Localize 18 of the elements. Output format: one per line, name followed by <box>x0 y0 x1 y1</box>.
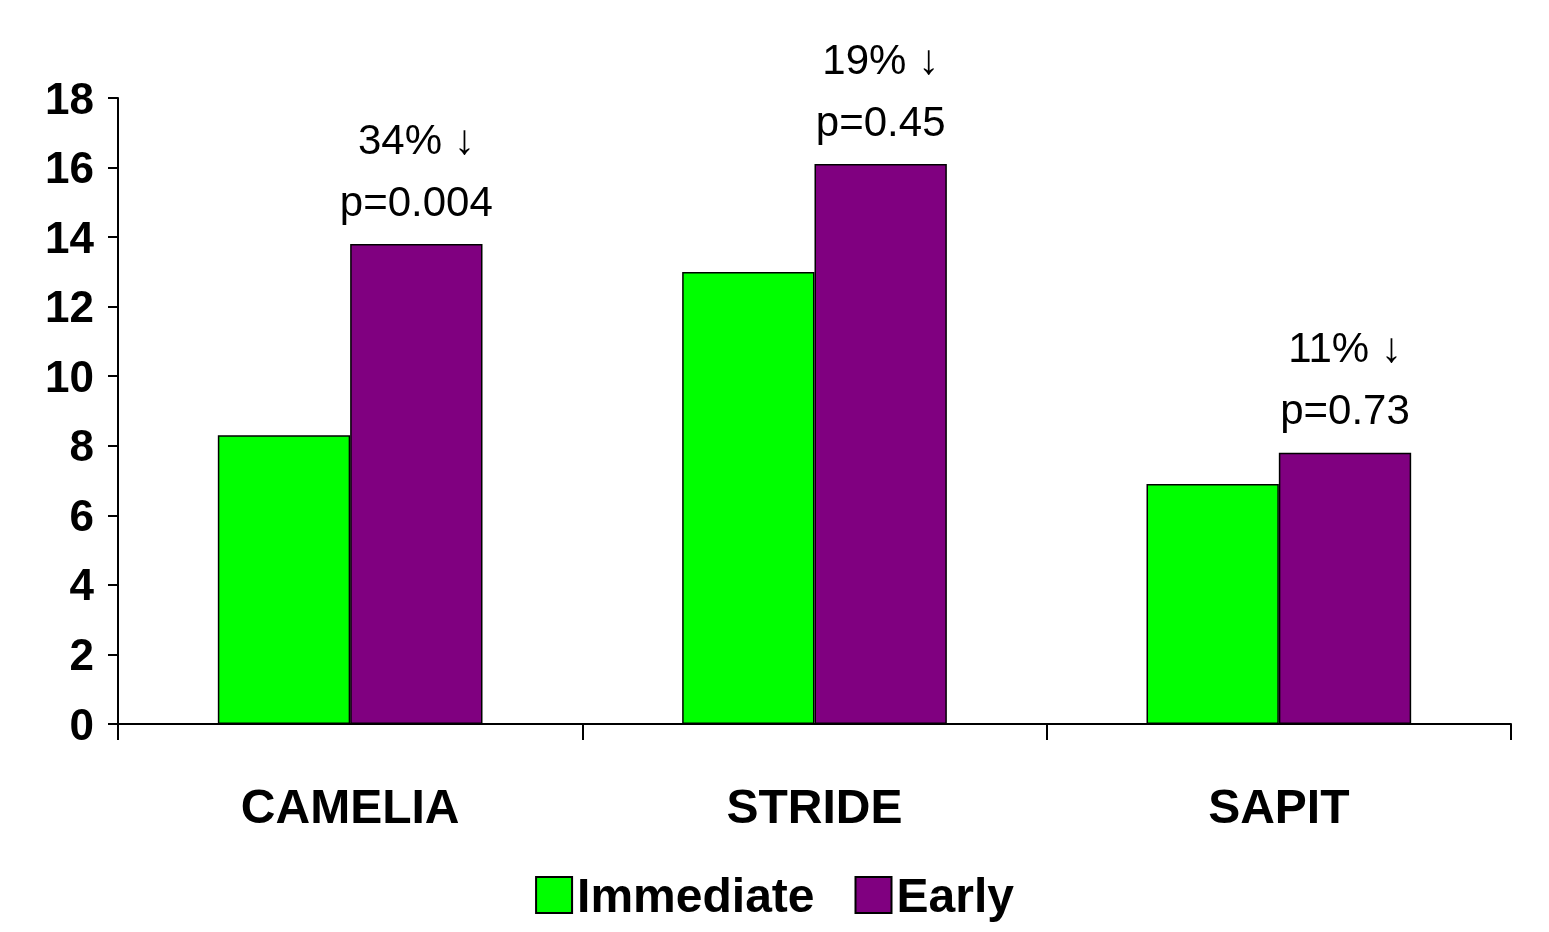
y-tick-label: 8 <box>69 421 94 471</box>
y-tick-label: 18 <box>45 73 94 123</box>
annotation: 11% ↓ p=0.73 <box>1280 324 1410 434</box>
x-tick-label: SAPIT <box>1208 779 1350 833</box>
x-tick-label: CAMELIA <box>240 779 460 833</box>
y-tick-label: 4 <box>69 560 95 610</box>
y-tick-label: 6 <box>69 490 94 540</box>
y-tick-label: 10 <box>45 351 94 401</box>
x-tick-label: STRIDE <box>726 779 903 833</box>
y-tick-label: 12 <box>45 282 94 332</box>
y-tick-label: 2 <box>69 629 94 679</box>
y-tick-label: 0 <box>69 699 94 749</box>
annotation: 19% ↓ p=0.45 <box>815 35 946 145</box>
legend-label: Early <box>896 868 1015 922</box>
y-tick-label: 16 <box>45 143 94 193</box>
annotation: 34% ↓ p=0.004 <box>339 115 493 225</box>
y-tick-label: 14 <box>45 212 95 262</box>
legend-label: Immediate <box>577 868 815 922</box>
